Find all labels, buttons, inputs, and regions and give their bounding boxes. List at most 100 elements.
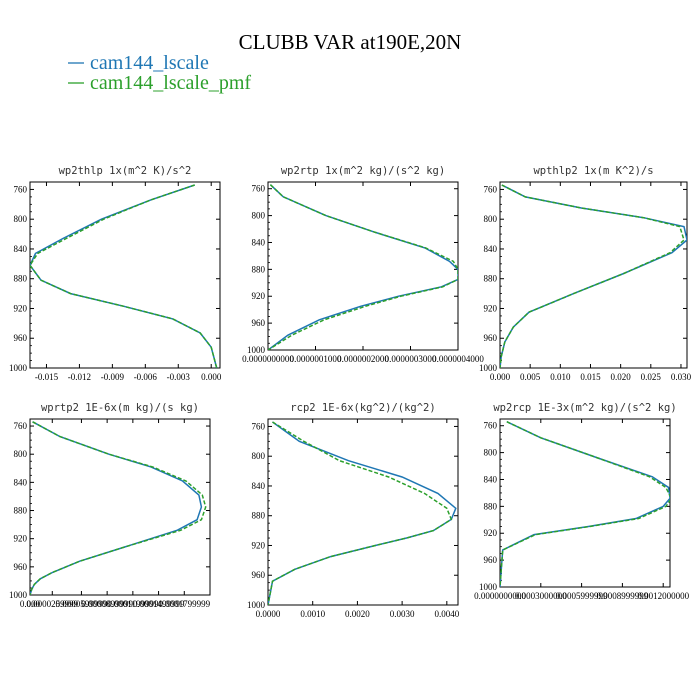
xtick-label-0-4: -0.003: [167, 372, 191, 382]
plot-frame-1: [267, 181, 459, 351]
ytick-label-4-2: 840: [252, 481, 266, 491]
series-line-4-1: [268, 421, 453, 605]
xtick-label-2-4: 0.020: [611, 372, 632, 382]
series-line-3-1: [30, 421, 207, 595]
ytick-label-3-4: 920: [14, 534, 28, 544]
xtick-label-3-1: 0.0000259999: [26, 599, 78, 609]
ytick-label-4-0: 760: [252, 421, 266, 431]
plot-frame-4: [267, 418, 459, 606]
panel-title-3: wprtp2 1E-6x(m kg)/(s kg): [41, 402, 199, 414]
xtick-label-3-2: 0.0000599999: [56, 599, 108, 609]
xtick-label-5-3: 0.0008999999: [597, 591, 649, 601]
panel-4: rcp2 1E-6x(kg^2)/(kg^2) 760 800 840 880 920 96…: [247, 402, 460, 619]
panel-title-2: wpthlp2 1x(m K^2)/s: [533, 165, 653, 177]
ytick-label-0-4: 920: [14, 303, 28, 313]
ytick-label-2-3: 880: [484, 274, 498, 284]
ytick-label-3-5: 960: [14, 562, 28, 572]
legend: cam144_lscale cam144_lscale_pmf: [68, 52, 251, 94]
ytick-label-2-2: 840: [484, 244, 498, 254]
xtick-label-4-2: 0.0020: [345, 609, 370, 619]
plot-frame-3: [29, 418, 211, 596]
panels: wp2thlp 1x(m^2 K)/s^2 760 800 840 880 920 960 1…: [9, 165, 692, 619]
panel-title-1: wp2rtp 1x(m^2 kg)/(s^2 kg): [281, 165, 445, 177]
ytick-label-4-3: 880: [252, 511, 266, 521]
ytick-label-1-2: 840: [252, 237, 266, 247]
ytick-label-4-6: 1000: [247, 600, 266, 610]
xtick-label-5-1: 0.0003000000: [515, 591, 567, 601]
plot-frame-5: [499, 418, 671, 588]
xtick-label-5-0: 0.0000000000: [474, 591, 526, 601]
xtick-label-3-3: 0.0000899999: [81, 599, 133, 609]
ytick-label-1-6: 1000: [247, 345, 266, 355]
series-line-5-1: [500, 421, 670, 587]
series-line-1-0: [268, 184, 458, 350]
ytick-label-0-2: 840: [14, 244, 28, 254]
ytick-label-3-3: 880: [14, 506, 28, 516]
panel-title-0: wp2thlp 1x(m^2 K)/s^2: [59, 165, 192, 177]
xtick-label-2-6: 0.030: [671, 372, 692, 382]
series-line-1-1: [268, 184, 458, 350]
ytick-label-1-0: 760: [252, 184, 266, 194]
ytick-label-3-6: 1000: [9, 590, 28, 600]
xtick-label-1-3: 0.0000003000: [385, 354, 437, 364]
plot-frame-0: [29, 181, 221, 369]
series-line-3-0: [30, 421, 203, 595]
ytick-label-0-3: 880: [14, 274, 28, 284]
xtick-label-2-2: 0.010: [550, 372, 571, 382]
xtick-label-2-1: 0.005: [520, 372, 541, 382]
ytick-label-5-4: 920: [484, 528, 498, 538]
xtick-label-3-4: 0.0001199999: [107, 599, 159, 609]
series-line-0-0: [30, 184, 218, 368]
ytick-label-0-6: 1000: [9, 363, 28, 373]
ytick-label-4-4: 920: [252, 540, 266, 550]
ytick-label-5-5: 960: [484, 555, 498, 565]
xtick-label-0-0: -0.015: [35, 372, 59, 382]
ytick-label-5-1: 800: [484, 448, 498, 458]
ytick-label-3-2: 840: [14, 477, 28, 487]
ytick-label-1-4: 920: [252, 291, 266, 301]
panel-2: wpthlp2 1x(m K^2)/s 760 800 840 880 920 960 100…: [479, 165, 692, 382]
xtick-label-2-5: 0.025: [641, 372, 662, 382]
legend-label-1: cam144_lscale_pmf: [90, 72, 251, 94]
xtick-label-1-0: 0.0000000000: [242, 354, 294, 364]
ytick-label-2-0: 760: [484, 184, 498, 194]
series-line-5-0: [500, 421, 670, 587]
ytick-label-0-0: 760: [14, 184, 28, 194]
xtick-label-0-2: -0.009: [101, 372, 125, 382]
xtick-label-5-4: 0.0012000000: [637, 591, 689, 601]
xtick-label-3-5: 0.0001499999: [133, 599, 185, 609]
series-line-2-0: [500, 184, 687, 368]
ytick-label-0-5: 960: [14, 333, 28, 343]
ytick-label-3-1: 800: [14, 449, 28, 459]
xtick-label-1-2: 0.0000002000: [337, 354, 389, 364]
xtick-label-5-2: 0.0005999999: [556, 591, 608, 601]
ytick-label-5-6: 1000: [479, 582, 498, 592]
panel-3: wprtp2 1E-6x(m kg)/(s kg) 760 800 840 880 920…: [9, 402, 211, 609]
xtick-label-4-1: 0.0010: [300, 609, 325, 619]
ytick-label-4-5: 960: [252, 570, 266, 580]
ytick-label-1-5: 960: [252, 318, 266, 328]
ytick-label-2-6: 1000: [479, 363, 498, 373]
ytick-label-5-3: 880: [484, 501, 498, 511]
xtick-label-3-0: 0.000: [20, 599, 41, 609]
xtick-label-2-3: 0.015: [580, 372, 601, 382]
xtick-label-0-3: -0.006: [134, 372, 158, 382]
xtick-label-1-4: 0.0000004000: [432, 354, 484, 364]
xtick-label-0-1: -0.012: [68, 372, 91, 382]
panel-1: wp2rtp 1x(m^2 kg)/(s^2 kg) 760 800 840 880 92…: [242, 165, 484, 364]
series-line-0-1: [30, 184, 218, 368]
xtick-label-1-1: 0.0000001000: [290, 354, 342, 364]
ytick-label-0-1: 800: [14, 214, 28, 224]
ytick-label-1-3: 880: [252, 264, 266, 274]
xtick-label-3-6: 0.0001799999: [158, 599, 210, 609]
series-line-4-0: [268, 421, 457, 605]
ytick-label-1-1: 800: [252, 211, 266, 221]
ytick-label-2-5: 960: [484, 333, 498, 343]
legend-label-0: cam144_lscale: [90, 52, 209, 74]
panel-title-4: rcp2 1E-6x(kg^2)/(kg^2): [290, 402, 435, 414]
ytick-label-3-0: 760: [14, 421, 28, 431]
panel-title-5: wp2rcp 1E-3x(m^2 kg)/(s^2 kg): [493, 402, 676, 414]
ytick-label-5-0: 760: [484, 421, 498, 431]
xtick-label-4-4: 0.0040: [434, 609, 459, 619]
